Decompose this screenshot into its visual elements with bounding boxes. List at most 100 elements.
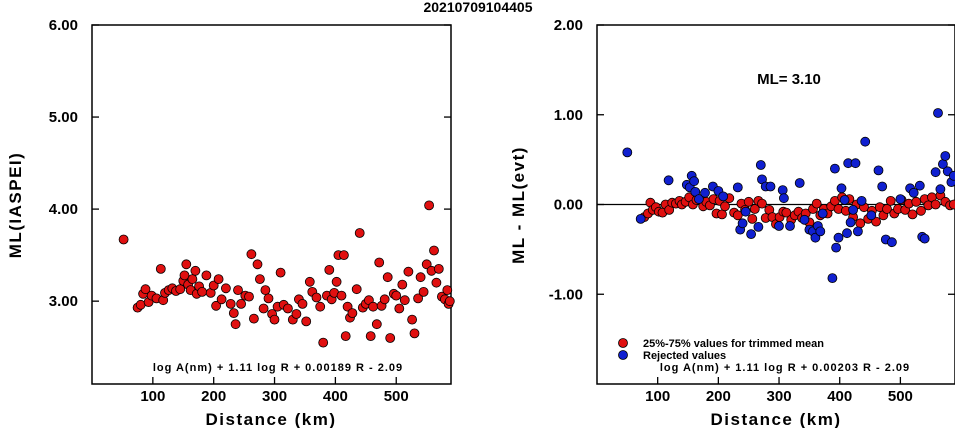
rejected-point (908, 187, 919, 198)
rejected-point (794, 178, 805, 188)
data-point (311, 292, 322, 303)
rejected-point (853, 226, 863, 237)
rejected-point (732, 182, 743, 193)
data-point (930, 199, 941, 210)
legend: 25%-75% values for trimmed mean Rejected… (618, 338, 824, 362)
rejected-point (842, 228, 852, 239)
rejected-point (877, 181, 888, 192)
rejected-point (718, 191, 729, 202)
data-point (324, 264, 335, 275)
data-point (743, 196, 754, 207)
data-point (331, 276, 342, 287)
data-point (304, 276, 315, 287)
rejected-point (940, 151, 951, 161)
data-point (336, 290, 347, 301)
data-point (225, 298, 236, 309)
data-point (421, 259, 432, 270)
data-point (720, 201, 730, 212)
data-point (399, 295, 410, 306)
data-point (907, 209, 918, 220)
ml-annotation: ML= 3.10 (757, 71, 821, 88)
left-points (118, 200, 455, 348)
data-point (374, 257, 385, 268)
data-point (301, 316, 312, 327)
rejected-point (635, 213, 646, 224)
x-tick-label: 200 (201, 388, 226, 405)
rejected-point (753, 221, 764, 232)
data-point (882, 204, 892, 214)
x-tick-label: 400 (827, 388, 852, 405)
rejected-point (833, 232, 844, 243)
data-point (275, 267, 286, 278)
rejected-point (848, 204, 858, 215)
data-point (181, 259, 192, 270)
rejected-point (774, 221, 784, 231)
right-ticks: 100 200 300 400 500 -1.00 0.00 1.00 2.00 (549, 17, 955, 405)
right-y-axis-label: ML - ML(evt) (509, 146, 528, 264)
data-point (379, 294, 390, 305)
data-point (228, 308, 239, 319)
data-point (354, 228, 365, 238)
data-point (155, 263, 166, 274)
data-point (365, 331, 376, 342)
data-point (230, 319, 241, 330)
data-point (297, 298, 308, 309)
x-tick-label: 200 (706, 388, 731, 405)
data-point (216, 294, 227, 305)
data-point (948, 199, 955, 210)
data-point (263, 293, 274, 304)
rejected-point (930, 167, 941, 178)
rejected-point (856, 195, 867, 206)
data-point (757, 198, 767, 209)
data-point (368, 301, 379, 312)
data-point (382, 272, 393, 283)
data-point (407, 314, 418, 325)
y-tick-label: -1.00 (549, 286, 583, 303)
data-point (415, 272, 426, 283)
data-point (429, 245, 439, 256)
y-tick-label: 2.00 (554, 17, 583, 34)
y-tick-label: 5.00 (49, 109, 78, 126)
rejected-point (663, 175, 674, 186)
rejected-point (887, 237, 897, 248)
left-formula: log A(nm) + 1.11 log R + 0.00189 R - 2.0… (153, 362, 403, 374)
data-point (911, 196, 922, 207)
data-point (747, 213, 758, 224)
data-point (413, 293, 424, 304)
data-point (208, 280, 219, 291)
data-point (916, 205, 926, 216)
data-point (347, 308, 358, 319)
rejected-point (737, 218, 748, 229)
data-point (269, 314, 280, 325)
x-tick-label: 500 (384, 388, 409, 405)
data-point (732, 210, 743, 221)
left-x-axis-label: Distance (km) (206, 410, 337, 428)
data-point (717, 209, 727, 220)
left-plot-frame (91, 24, 452, 385)
rejected-point (785, 221, 795, 231)
data-point (201, 270, 212, 281)
rejected-point (839, 195, 850, 205)
rejected-point (831, 242, 841, 253)
data-point (431, 277, 442, 288)
x-tick-label: 300 (767, 388, 792, 405)
rejected-point (895, 194, 906, 205)
rejected-point (919, 233, 930, 244)
data-point (397, 279, 408, 290)
data-point (260, 285, 271, 296)
rejected-point (830, 163, 840, 174)
x-tick-label: 100 (645, 388, 670, 405)
rejected-point (694, 194, 704, 205)
rejected-point (777, 185, 788, 196)
data-point (244, 291, 254, 302)
data-point (187, 274, 198, 285)
rejected-point (779, 193, 789, 204)
left-y-axis-label: ML(IASPEI) (6, 152, 25, 259)
rejected-point (740, 206, 751, 217)
rejected-point (689, 176, 699, 187)
rejected-point (860, 136, 871, 147)
data-point (190, 265, 201, 276)
x-tick-label: 100 (140, 388, 165, 405)
left-ticks: 100 200 300 400 500 3.00 4.00 5.00 6.00 (49, 17, 451, 405)
rejected-point (799, 214, 810, 225)
